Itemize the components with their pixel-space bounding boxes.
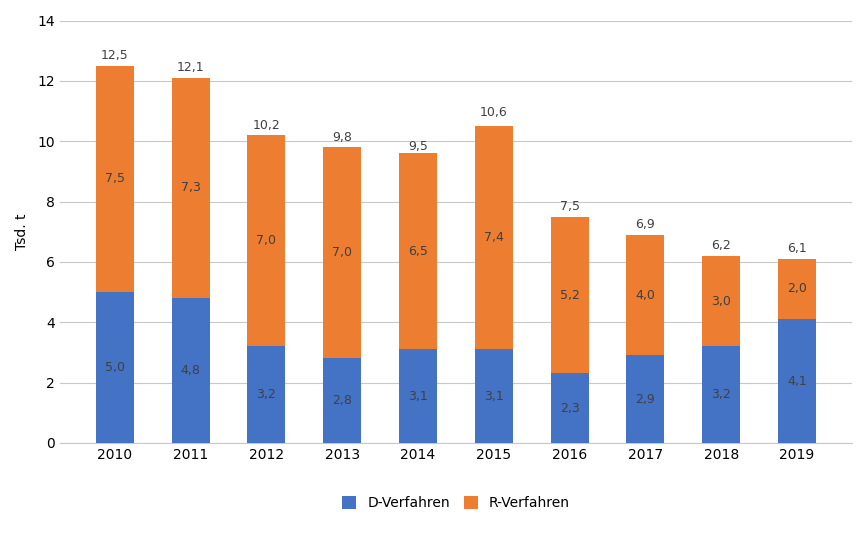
Text: 6,5: 6,5 [408, 245, 428, 258]
Text: 4,8: 4,8 [180, 364, 200, 377]
Bar [778, 259, 816, 319]
Text: 5,2: 5,2 [560, 288, 579, 301]
Bar [702, 346, 740, 443]
Text: 7,4: 7,4 [484, 231, 504, 244]
Bar [551, 374, 589, 443]
Text: 7,0: 7,0 [332, 246, 352, 259]
Text: 2,8: 2,8 [332, 394, 352, 407]
Text: 10,6: 10,6 [480, 107, 508, 119]
Bar [323, 358, 362, 443]
Text: 10,2: 10,2 [252, 119, 280, 131]
Bar [702, 256, 740, 346]
Text: 2,9: 2,9 [636, 393, 655, 406]
Text: 6,1: 6,1 [787, 242, 807, 255]
Y-axis label: Tsd. t: Tsd. t [15, 213, 29, 250]
Text: 12,5: 12,5 [101, 49, 128, 62]
Text: 7,0: 7,0 [257, 234, 277, 247]
Bar [627, 235, 664, 356]
Bar [323, 147, 362, 358]
Text: 3,0: 3,0 [711, 294, 731, 307]
Bar [247, 135, 285, 346]
Text: 3,2: 3,2 [711, 388, 731, 401]
Bar [475, 350, 512, 443]
Text: 7,5: 7,5 [559, 200, 580, 213]
Text: 4,1: 4,1 [787, 375, 807, 387]
Text: 9,5: 9,5 [408, 139, 428, 153]
Bar [96, 66, 134, 292]
Bar [96, 292, 134, 443]
Text: 7,3: 7,3 [180, 182, 200, 194]
Text: 6,2: 6,2 [711, 239, 731, 252]
Bar [475, 126, 512, 350]
Text: 2,3: 2,3 [560, 401, 579, 415]
Text: 3,1: 3,1 [408, 389, 428, 403]
Bar [399, 350, 437, 443]
Bar [172, 298, 210, 443]
Text: 7,5: 7,5 [105, 172, 125, 185]
Bar [399, 153, 437, 350]
Text: 5,0: 5,0 [105, 361, 125, 374]
Bar [627, 356, 664, 443]
Text: 2,0: 2,0 [787, 282, 807, 295]
Text: 3,2: 3,2 [257, 388, 277, 401]
Text: 9,8: 9,8 [332, 131, 352, 143]
Text: 4,0: 4,0 [636, 288, 655, 301]
Bar [778, 319, 816, 443]
Bar [551, 217, 589, 374]
Text: 6,9: 6,9 [636, 218, 655, 231]
Legend: D-Verfahren, R-Verfahren: D-Verfahren, R-Verfahren [342, 496, 570, 510]
Text: 12,1: 12,1 [177, 61, 205, 74]
Text: 3,1: 3,1 [484, 389, 504, 403]
Bar [247, 346, 285, 443]
Bar [172, 78, 210, 298]
